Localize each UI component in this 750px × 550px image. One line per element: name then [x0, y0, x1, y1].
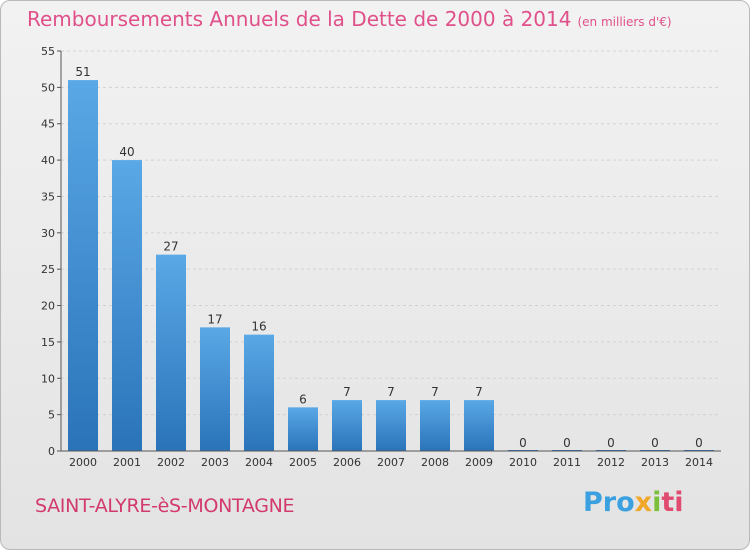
data-label: 7 [387, 385, 395, 399]
y-tick-label: 20 [41, 300, 55, 313]
y-tick-label: 30 [41, 227, 55, 240]
data-label: 7 [475, 385, 483, 399]
bar [464, 400, 494, 451]
x-tick-label: 2005 [289, 456, 317, 469]
bar [156, 255, 186, 451]
data-label: 27 [163, 240, 178, 254]
y-tick-label: 45 [41, 118, 55, 131]
data-label: 40 [119, 145, 134, 159]
y-tick-label: 35 [41, 190, 55, 203]
bar [376, 400, 406, 451]
x-tick-label: 2011 [553, 456, 581, 469]
data-label: 6 [299, 392, 307, 406]
x-tick-label: 2006 [333, 456, 361, 469]
bar [200, 327, 230, 451]
x-axis: 2000 2001 2002 2003 2004 2005 2006 2007 2008 2009… [61, 451, 721, 469]
x-tick-label: 2012 [597, 456, 625, 469]
bar-chart: 0510152025303540455055 514027171667 7 7 70 0… [1, 1, 749, 549]
data-label: 16 [251, 320, 266, 334]
x-tick-label: 2007 [377, 456, 405, 469]
data-label: 0 [607, 436, 615, 450]
bar [68, 80, 98, 451]
x-tick-label: 2010 [509, 456, 537, 469]
data-label: 7 [343, 385, 351, 399]
y-tick-label: 40 [41, 154, 55, 167]
x-tick-label: 2004 [245, 456, 273, 469]
x-tick-label: 2009 [465, 456, 493, 469]
data-label: 17 [207, 312, 222, 326]
y-tick-label: 0 [48, 445, 55, 458]
data-label: 0 [695, 436, 703, 450]
x-tick-label: 2008 [421, 456, 449, 469]
data-label: 0 [519, 436, 527, 450]
x-tick-label: 2002 [157, 456, 185, 469]
bar [112, 160, 142, 451]
chart-frame: Remboursements Annuels de la Dette de 20… [0, 0, 750, 550]
proxiti-logo: Proxiti [583, 487, 684, 518]
bar [288, 407, 318, 451]
y-axis: 0 5 10 15 20 25 30 35 40 45 50 55 [41, 45, 61, 458]
y-tick-label: 50 [41, 81, 55, 94]
data-label: 0 [563, 436, 571, 450]
x-tick-label: 2001 [113, 456, 141, 469]
x-tick-label: 2014 [685, 456, 713, 469]
x-tick-label: 2003 [201, 456, 229, 469]
y-tick-label: 5 [48, 409, 55, 422]
x-tick-label: 2000 [69, 456, 97, 469]
y-tick-label: 55 [41, 45, 55, 58]
data-label: 51 [75, 65, 90, 79]
commune-name: SAINT-ALYRE-èS-MONTAGNE [35, 495, 294, 517]
y-tick-label: 10 [41, 372, 55, 385]
data-label: 7 [431, 385, 439, 399]
bar [244, 335, 274, 451]
bar [332, 400, 362, 451]
bars: 51 40 27 17 16 6 7 7 7 7 0 0 0 0 0 [68, 65, 714, 451]
data-label: 0 [651, 436, 659, 450]
y-tick-label: 25 [41, 263, 55, 276]
x-tick-label: 2013 [641, 456, 669, 469]
bar [420, 400, 450, 451]
y-tick-label: 15 [41, 336, 55, 349]
